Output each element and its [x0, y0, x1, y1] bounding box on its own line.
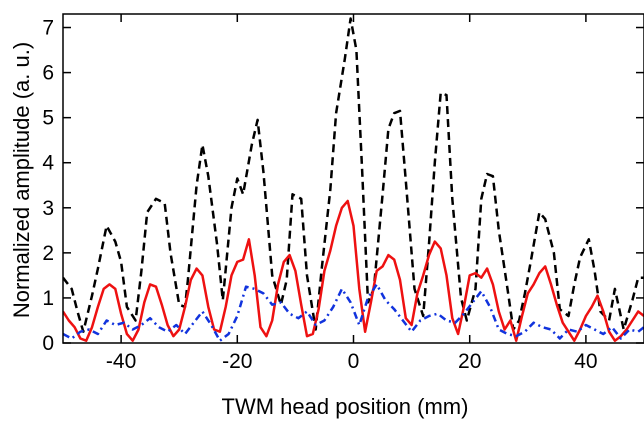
y-axis-title: Normalized amplitude (a. u.)	[9, 42, 34, 318]
x-tick-label: -40	[106, 350, 136, 373]
y-tick-label: 2	[42, 242, 54, 265]
y-tick-label: 7	[42, 17, 54, 40]
axes-layer: -40 -20 0 20 40 0 1 2 3 4 5 6 7	[42, 13, 644, 373]
x-tick-label: 0	[348, 350, 360, 373]
y-tick-label: 6	[42, 62, 54, 85]
y-tick-label: 1	[42, 287, 54, 310]
series-layer	[63, 17, 644, 342]
x-tick-label: 20	[458, 350, 481, 373]
x-tick-label: -20	[222, 350, 252, 373]
series-line-1	[63, 17, 644, 333]
y-tick-label: 0	[42, 332, 54, 355]
series-line-2	[63, 199, 644, 342]
y-tick-label: 4	[42, 152, 54, 175]
plot-area	[63, 14, 644, 343]
y-tick-label: 5	[42, 107, 54, 130]
series-line-3	[63, 283, 644, 342]
y-tick-label: 3	[42, 197, 54, 220]
x-tick-label: 40	[574, 350, 597, 373]
x-axis-title: TWM head position (mm)	[222, 394, 469, 419]
